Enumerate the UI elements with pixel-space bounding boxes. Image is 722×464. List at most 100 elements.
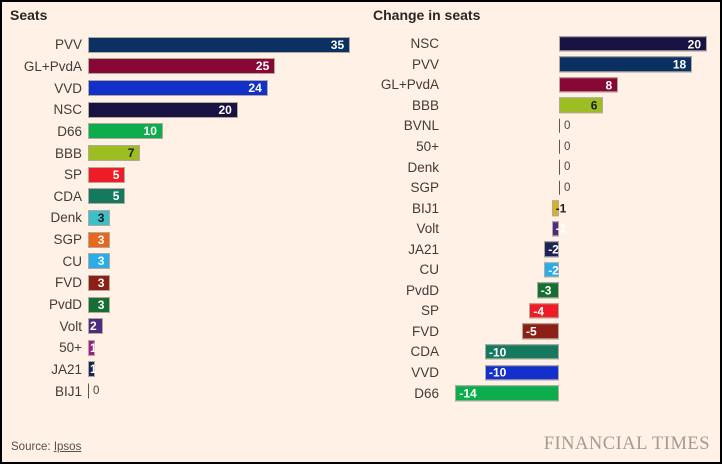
value-label: 18 bbox=[672, 57, 687, 72]
value-label: 0 bbox=[564, 119, 571, 132]
value-label: 20 bbox=[218, 102, 232, 117]
category-label: BBB bbox=[411, 97, 439, 113]
chart-row: VVD 24 bbox=[10, 77, 354, 99]
category-label: NSC bbox=[410, 36, 439, 52]
value-label: 24 bbox=[248, 81, 262, 96]
chart-row: PVV 18 bbox=[373, 54, 710, 75]
value-label: -4 bbox=[533, 303, 545, 318]
category-label: PVV bbox=[54, 37, 82, 53]
value-label: -10 bbox=[489, 344, 507, 359]
bar-nsc: 20 bbox=[559, 36, 707, 52]
value-label: 20 bbox=[687, 36, 701, 51]
bar-d66: 10 bbox=[88, 123, 163, 140]
plot-area: -1 bbox=[448, 218, 710, 239]
change-in-seats-chart: NSC 20 PVV 18 GL+PvdA 8 BBB 6 BVNL 0 50+ 0 Denk 0 SGP 0… bbox=[373, 34, 710, 404]
value-label: -3 bbox=[540, 283, 552, 298]
bar-denk: 3 bbox=[88, 209, 111, 226]
bar-ja21: -2 bbox=[544, 241, 559, 257]
bar-pvdd: -3 bbox=[536, 282, 559, 299]
value-label: 3 bbox=[97, 297, 105, 312]
chart-row: Volt -1 bbox=[373, 218, 710, 239]
plot-area: 18 bbox=[448, 54, 710, 75]
bar-bij1: -1 bbox=[551, 200, 566, 216]
bar-bbb: 6 bbox=[559, 97, 604, 114]
category-label: FVD bbox=[412, 323, 439, 339]
chart-row: NSC 20 bbox=[373, 34, 710, 55]
category-label: SP bbox=[420, 303, 439, 319]
zero-tick bbox=[559, 118, 560, 134]
value-label: 8 bbox=[605, 77, 613, 92]
category-label: Denk bbox=[407, 159, 439, 175]
chart-row: SP -4 bbox=[373, 301, 710, 322]
chart-row: BBB 6 bbox=[373, 95, 710, 116]
bar-cda: -10 bbox=[485, 344, 559, 360]
chart-row: PvdD -3 bbox=[373, 280, 710, 301]
chart-row: BBB 7 bbox=[10, 142, 354, 164]
value-label: 0 bbox=[564, 140, 571, 153]
chart-row: FVD -5 bbox=[373, 321, 710, 342]
bar-cu: 3 bbox=[88, 253, 111, 270]
category-label: BIJ1 bbox=[54, 383, 82, 399]
category-label: Denk bbox=[50, 210, 82, 226]
category-label: JA21 bbox=[408, 241, 439, 257]
plot-area: 20 bbox=[88, 99, 354, 121]
plot-area: 10 bbox=[88, 121, 354, 143]
value-label: 7 bbox=[127, 146, 135, 161]
bar-gl-pvda: 8 bbox=[559, 77, 619, 93]
category-label: GL+PvdA bbox=[380, 77, 439, 93]
chart-row: D66 10 bbox=[10, 121, 354, 143]
bar-cu: -2 bbox=[544, 262, 559, 278]
plot-area: -10 bbox=[448, 342, 710, 363]
chart-row: 50+ 1 bbox=[10, 337, 354, 359]
plot-area: 0 bbox=[448, 116, 710, 137]
category-label: FVD bbox=[55, 275, 82, 291]
category-label: SGP bbox=[410, 180, 439, 196]
zero-tick bbox=[559, 159, 560, 175]
bar-gl-pvda: 25 bbox=[88, 58, 276, 75]
chart-row: Denk 0 bbox=[373, 157, 710, 178]
bar-sgp: 3 bbox=[88, 231, 111, 248]
value-label: -1 bbox=[555, 221, 567, 236]
chart-row: 50+ 0 bbox=[373, 136, 710, 157]
plot-area: -3 bbox=[448, 280, 710, 301]
plot-area: 2 bbox=[88, 315, 354, 337]
category-label: SGP bbox=[53, 232, 82, 248]
category-label: 50+ bbox=[59, 340, 82, 356]
bar-d66: -14 bbox=[455, 385, 559, 401]
plot-area: 3 bbox=[88, 294, 354, 316]
category-label: CU bbox=[62, 253, 83, 269]
plot-area: 3 bbox=[88, 272, 354, 294]
category-label: PvdD bbox=[405, 282, 439, 298]
category-label: Volt bbox=[59, 318, 82, 334]
plot-area: -5 bbox=[448, 321, 710, 342]
value-label: -14 bbox=[459, 386, 477, 401]
source-link[interactable]: Ipsos bbox=[53, 441, 82, 453]
chart-row: CDA 5 bbox=[10, 185, 354, 207]
category-label: JA21 bbox=[51, 361, 82, 377]
value-label: 2 bbox=[90, 319, 97, 334]
plot-area: -2 bbox=[448, 260, 710, 281]
bar-vvd: -10 bbox=[485, 364, 559, 381]
value-label: -10 bbox=[489, 365, 507, 380]
plot-area: 6 bbox=[448, 95, 710, 116]
chart-row: SGP 0 bbox=[373, 177, 710, 198]
source-line: Source: Ipsos bbox=[11, 441, 81, 453]
plot-area: 24 bbox=[88, 77, 354, 99]
chart-row: BVNL 0 bbox=[373, 116, 710, 137]
value-label: 6 bbox=[590, 98, 598, 113]
chart-row: BIJ1 0 bbox=[10, 380, 354, 402]
value-label: 0 bbox=[93, 385, 100, 398]
plot-area: 20 bbox=[448, 34, 710, 55]
value-label: 3 bbox=[97, 232, 105, 247]
value-label: 10 bbox=[143, 124, 157, 139]
plot-area: 8 bbox=[448, 75, 710, 96]
chart-row: D66 -14 bbox=[373, 383, 710, 404]
plot-area: 5 bbox=[88, 164, 354, 186]
chart-row: CU -2 bbox=[373, 260, 710, 281]
bar-ja21: 1 bbox=[88, 361, 97, 378]
value-label: 3 bbox=[97, 254, 105, 269]
plot-area: 3 bbox=[88, 207, 354, 229]
value-label: 0 bbox=[564, 161, 571, 174]
chart-row: GL+PvdA 8 bbox=[373, 75, 710, 96]
